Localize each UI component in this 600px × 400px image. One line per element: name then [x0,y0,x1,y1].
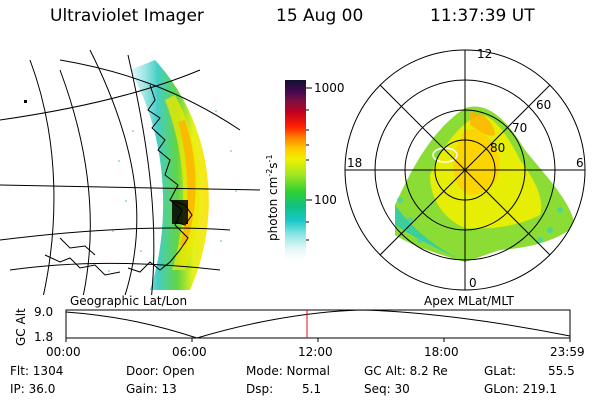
status-gc-alt: GC Alt: 8.2 Re [364,364,448,378]
orbit-ylabel: GC Alt [14,308,28,346]
colorbar [285,80,306,260]
status-mode: Mode: Normal [246,364,330,378]
colorbar-tick-mid: 100 [314,193,337,207]
time-label: 11:37:39 UT [430,6,535,26]
lat-label-60: 60 [536,98,552,112]
colorbar-unit-label: photon cm-2s-1 [265,154,280,241]
status-door: Door: Open [126,364,195,378]
status-dsp-label: Dsp: [246,382,274,396]
orbit-xtick-4: 23:59 [550,345,585,359]
mlt-label-0: 0 [469,276,477,290]
orbit-xtick-0: 00:00 [46,345,81,359]
status-gain: Gain: 13 [126,382,177,396]
lat-label-70: 70 [512,121,528,135]
orbit-xtick-2: 12:00 [298,345,333,359]
polar-plot [344,49,586,291]
status-dsp-value: 5.1 [302,382,322,396]
date-label: 15 Aug 00 [276,6,364,26]
status-glon: GLon: 219.1 [484,382,557,396]
mlt-label-12: 12 [477,47,493,61]
right-panel-label: Apex MLat/MLT [424,294,514,308]
orbit-xtick-3: 18:00 [424,345,459,359]
status-flt: Flt: 1304 [10,364,64,378]
left-panel-label: Geographic Lat/Lon [70,294,188,308]
geographic-image [0,49,260,295]
status-ip: IP: 36.0 [10,382,56,396]
status-glat-value: 55.5 [548,364,575,378]
mlt-label-18: 18 [347,156,363,170]
orbit-y-bottom: 1.8 [34,330,54,344]
instrument-title: Ultraviolet Imager [50,6,204,26]
mlt-label-6: 6 [576,156,584,170]
orbit-y-top: 9.0 [34,305,54,319]
colorbar-tick-top: 1000 [314,81,345,95]
orbit-xtick-1: 06:00 [172,345,207,359]
lat-label-80: 80 [490,141,506,155]
status-glat-label: GLat: [484,364,517,378]
status-seq: Seq: 30 [364,382,410,396]
orbit-plot [65,309,571,342]
